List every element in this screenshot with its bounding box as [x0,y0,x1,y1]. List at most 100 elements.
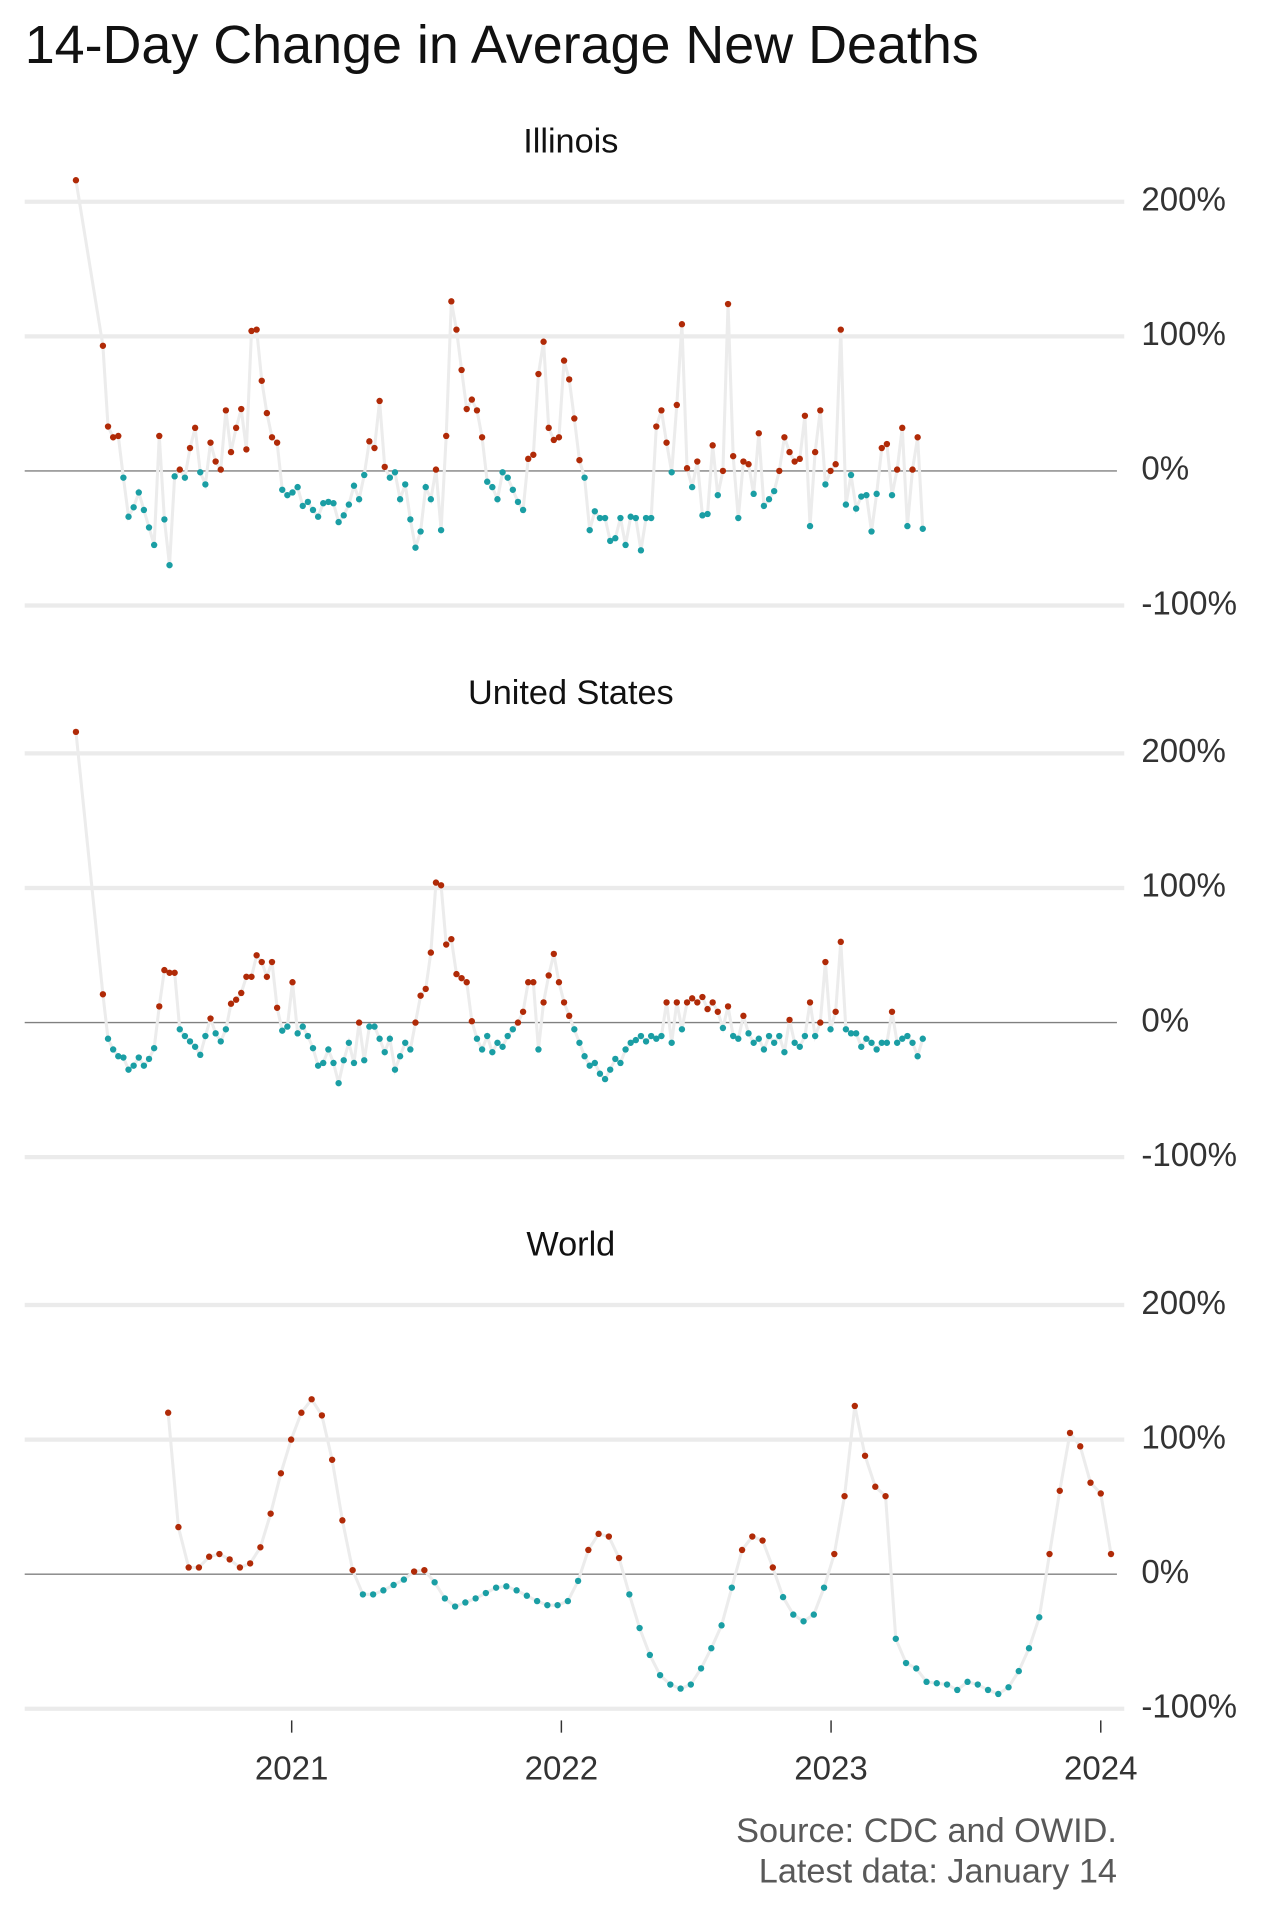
data-point [735,514,742,522]
data-point [248,973,255,980]
data-point [279,486,286,493]
data-point [340,1057,347,1064]
data-point [504,1032,511,1040]
data-point [919,1035,926,1042]
data-point [653,423,660,430]
data-point [683,999,691,1006]
data-point [714,1008,721,1015]
data-point [1066,1429,1074,1437]
data-point [503,1583,510,1590]
data-point [554,1601,561,1609]
data-point [535,1046,542,1053]
data-point [166,561,173,569]
data-point [257,1544,264,1551]
data-point [576,456,583,464]
data-point [858,493,865,500]
data-point [273,439,281,446]
data-point [902,1659,910,1667]
source-note: Latest data: January 14 [759,1853,1117,1891]
data-point [540,338,547,345]
data-point [648,1032,655,1040]
data-point [1015,1667,1022,1675]
data-point [191,1043,199,1050]
data-point [617,514,624,522]
data-point [484,1032,491,1040]
data-point [366,1023,373,1030]
data-point [878,444,885,452]
data-point [217,466,224,473]
data-point [806,999,814,1006]
data-point [791,458,798,465]
data-point [298,1409,305,1416]
data-point [369,1591,377,1598]
data-point [831,1550,838,1558]
data-point [673,999,680,1006]
data-point [227,1000,235,1007]
data-point [195,1564,203,1571]
data-point [284,1023,291,1030]
data-point [591,508,599,515]
data-point [564,1597,572,1605]
data-point [545,424,552,432]
data-point [273,1004,281,1011]
data-point [892,1635,899,1642]
data-point [427,496,435,503]
data-point [770,1039,778,1046]
data-point [361,471,368,479]
data-point [842,501,850,508]
data-point [258,377,265,384]
data-point [308,1396,315,1403]
data-point [688,483,696,491]
data-point [760,502,768,510]
data-point [755,430,762,437]
data-point [882,1492,889,1500]
data-point [109,1046,117,1053]
data-point [607,537,614,545]
data-point [1005,1684,1012,1691]
data-point [350,1059,358,1067]
data-point [376,397,383,405]
data-point [709,999,716,1006]
data-point [243,446,250,453]
data-point [888,1008,896,1015]
data-point [140,506,148,514]
data-point [366,438,373,445]
data-point [776,467,783,475]
data-point [837,938,844,946]
data-point [513,1587,520,1594]
data-point [678,321,686,328]
data-point [909,1039,916,1046]
y-tick-label: -100% [1141,1137,1237,1174]
data-point [412,544,419,551]
data-point [226,1556,233,1563]
data-point [667,1681,674,1688]
data-point [847,1030,855,1037]
data-point [933,1680,940,1687]
data-point [817,1019,824,1026]
data-point [427,949,435,956]
data-point [581,474,588,481]
data-point [923,1678,930,1686]
data-point [299,1023,306,1030]
data-point [852,1030,860,1037]
y-tick-label: 100% [1141,868,1226,905]
data-point [615,1554,623,1562]
data-point [673,401,680,409]
data-point [156,1003,163,1010]
data-point [822,481,829,488]
data-point [462,1599,469,1606]
data-point [156,432,163,440]
data-point [381,463,388,471]
data-point [893,1039,901,1046]
data-point [837,326,844,333]
data-point [632,1036,639,1044]
data-point [289,489,296,496]
data-point [104,1035,112,1042]
data-point [801,1032,809,1040]
data-point [499,1043,506,1050]
data-point [396,496,404,503]
panel-title: World [526,1226,615,1264]
data-point [1087,1479,1094,1486]
y-tick-label: 100% [1141,1419,1226,1456]
data-point [72,728,80,736]
